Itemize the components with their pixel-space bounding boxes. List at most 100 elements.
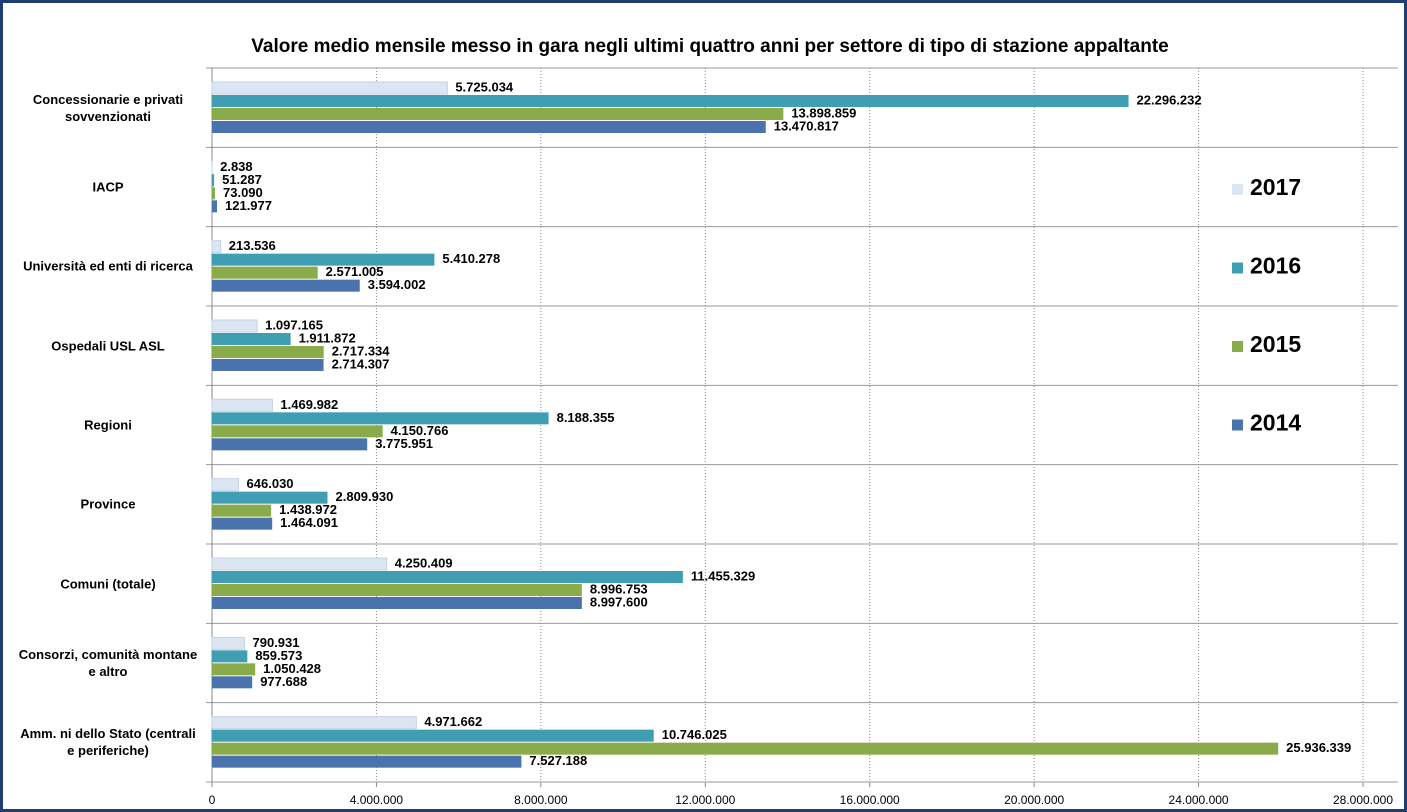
value-label: 1.464.091	[280, 515, 338, 530]
category-label: Province	[80, 496, 136, 512]
legend-swatch	[1232, 341, 1243, 352]
value-label: 121.977	[225, 198, 272, 213]
category-label: Amm. ni dello Stato (centrali e periferi…	[20, 726, 196, 759]
value-label: 4.250.409	[395, 555, 453, 570]
bar	[211, 716, 417, 730]
x-tick-label: 20.000.000	[1004, 793, 1064, 807]
x-tick-label: 12.000.000	[675, 793, 735, 807]
value-label: 22.296.232	[1137, 92, 1202, 107]
bar	[212, 650, 248, 663]
bar	[212, 279, 360, 292]
value-label: 4.971.662	[424, 714, 482, 729]
value-label: 13.470.817	[774, 118, 839, 133]
category-label: Concessionarie e privati sovvenzionati	[32, 91, 184, 124]
legend-swatch	[1232, 419, 1243, 431]
bar	[212, 200, 218, 213]
category-label: Ospedali USL ASL	[51, 338, 165, 354]
bar	[211, 240, 222, 254]
bar	[212, 597, 582, 609]
bar	[212, 425, 383, 438]
bar	[212, 253, 435, 266]
x-tick-label: 16.000.000	[840, 793, 900, 807]
value-label: 8.188.355	[557, 410, 615, 425]
value-label: 73.090	[223, 185, 263, 200]
bar	[212, 504, 272, 517]
value-label: 8.996.753	[590, 581, 648, 596]
value-label: 25.936.339	[1286, 740, 1351, 755]
value-label: 1.469.982	[280, 397, 338, 412]
bar	[212, 346, 324, 358]
legend-label: 2017	[1250, 174, 1301, 200]
bar	[212, 729, 654, 742]
category-label: Comuni (totale)	[60, 576, 156, 592]
value-label: 51.287	[222, 172, 262, 187]
category-label: Università ed enti di ricerca	[23, 258, 193, 274]
legend-label: 2014	[1250, 410, 1301, 436]
value-label: 7.527.188	[529, 753, 587, 768]
category-label: Consorzi, comunità montane e altro	[18, 647, 198, 679]
chart-title: Valore medio mensile messo in gara negli…	[251, 36, 1168, 57]
bar	[212, 676, 253, 689]
bar	[211, 636, 246, 650]
value-label: 859.573	[255, 648, 302, 663]
bar	[212, 517, 273, 530]
value-label: 790.931	[253, 635, 300, 650]
bar	[212, 571, 683, 583]
x-tick-label: 4.000.000	[350, 793, 404, 807]
bar	[211, 81, 448, 95]
value-label: 8.997.600	[590, 594, 648, 609]
bar	[212, 333, 291, 345]
bar	[212, 359, 324, 371]
bar	[211, 319, 258, 333]
x-tick-label: 28.000.000	[1333, 793, 1393, 807]
legend-swatch	[1232, 184, 1243, 195]
value-label: 10.746.025	[662, 727, 727, 742]
value-label: 2.717.334	[332, 343, 391, 358]
bar	[212, 174, 215, 187]
bar	[212, 438, 368, 451]
bar	[212, 108, 784, 120]
bar	[212, 742, 1279, 755]
value-label: 5.725.034	[455, 79, 514, 94]
bar	[211, 557, 388, 571]
legend-swatch	[1232, 262, 1243, 274]
value-label: 2.571.005	[326, 264, 384, 279]
value-label: 3.594.002	[368, 277, 426, 292]
bar	[212, 491, 328, 504]
value-label: 11.455.329	[691, 568, 755, 583]
legend-label: 2016	[1250, 253, 1301, 279]
value-label: 13.898.859	[791, 105, 856, 120]
legend-label: 2015	[1250, 331, 1301, 357]
value-label: 1.097.165	[265, 317, 323, 332]
bar	[212, 663, 256, 676]
bar	[212, 584, 582, 596]
category-label: Regioni	[84, 417, 132, 433]
bar	[212, 95, 1129, 107]
x-tick-label: 0	[209, 793, 216, 807]
x-tick-label: 8.000.000	[514, 793, 568, 807]
value-label: 5.410.278	[442, 251, 500, 266]
x-tick-label: 24.000.000	[1169, 793, 1229, 807]
value-label: 646.030	[247, 476, 294, 491]
value-label: 1.911.872	[299, 330, 356, 345]
value-label: 2.809.930	[336, 489, 394, 504]
bar	[211, 478, 240, 492]
value-label: 3.775.951	[375, 436, 433, 451]
bar	[211, 398, 273, 412]
bar	[212, 755, 522, 768]
value-label: 1.438.972	[279, 502, 337, 517]
value-label: 2.838	[220, 159, 253, 174]
bar	[212, 187, 216, 200]
bar	[212, 412, 549, 425]
value-label: 213.536	[229, 238, 276, 253]
category-label: IACP	[92, 179, 124, 195]
bar	[212, 121, 766, 133]
value-label: 2.714.307	[332, 356, 390, 371]
value-label: 1.050.428	[263, 661, 321, 676]
value-label: 4.150.766	[391, 423, 449, 438]
bar	[212, 266, 318, 279]
value-label: 977.688	[260, 674, 307, 689]
